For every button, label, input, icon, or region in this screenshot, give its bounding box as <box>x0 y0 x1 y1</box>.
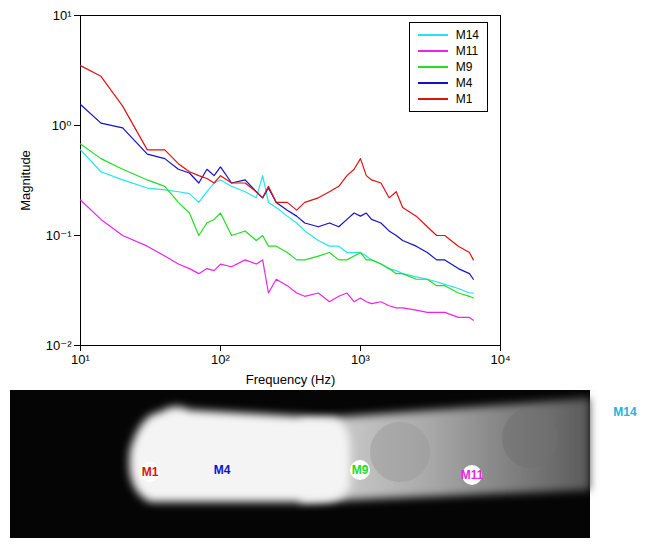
html-text:M9: M9 <box>455 60 473 74</box>
svg-text:M4: M4 <box>214 463 231 477</box>
svg-text:10⁴: 10⁴ <box>490 352 510 367</box>
html-text:M1: M1 <box>455 92 473 106</box>
svg-text:M1: M1 <box>142 465 159 479</box>
svg-text:Magnitude: Magnitude <box>18 150 33 211</box>
svg-text:10⁻¹: 10⁻¹ <box>46 228 72 243</box>
svg-text:M11: M11 <box>461 468 484 482</box>
svg-text:10⁰: 10⁰ <box>52 118 72 133</box>
svg-text:Frequency (Hz): Frequency (Hz) <box>246 372 336 387</box>
html-text:M4: M4 <box>455 76 473 90</box>
svg-text:10⁻²: 10⁻² <box>46 338 72 353</box>
svg-text:10²: 10² <box>211 352 230 367</box>
svg-text:M9: M9 <box>352 463 369 477</box>
html-text:M11: M11 <box>455 44 479 58</box>
svg-text:10³: 10³ <box>351 352 370 367</box>
svg-text:10¹: 10¹ <box>71 352 90 367</box>
html-text:M14: M14 <box>455 28 479 42</box>
svg-text:M14: M14 <box>613 405 637 419</box>
svg-text:10¹: 10¹ <box>53 8 72 23</box>
